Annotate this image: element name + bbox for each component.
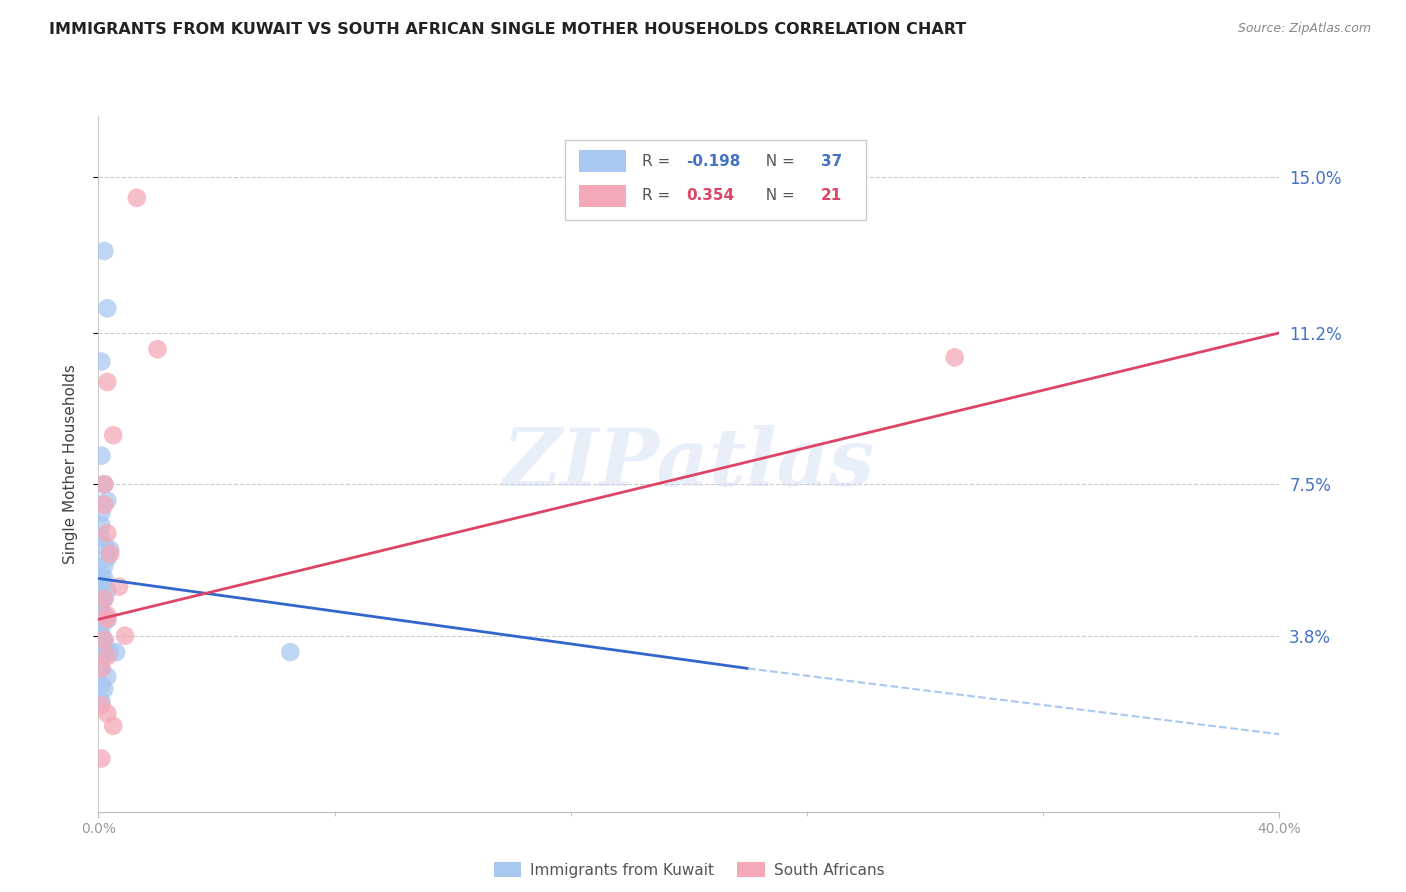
Point [98,542,121,557]
Point [93,632,115,647]
Point [90,567,112,582]
Point [93,591,115,606]
Point [90,661,112,675]
Point [93,539,115,553]
Text: Source: ZipAtlas.com: Source: ZipAtlas.com [1237,22,1371,36]
Point [96,670,118,684]
Point [90,751,112,765]
Point [103,428,125,442]
Point [96,612,118,626]
Point [943,351,966,365]
Point [103,719,125,733]
Text: ZIPatlas: ZIPatlas [503,425,875,502]
Point [93,559,115,574]
Point [93,640,115,655]
Point [90,580,112,594]
Legend: Immigrants from Kuwait, South Africans: Immigrants from Kuwait, South Africans [488,856,890,884]
FancyBboxPatch shape [579,185,626,207]
Point [93,681,115,696]
Point [90,616,112,631]
Point [90,661,112,675]
Text: 21: 21 [821,188,842,203]
Point [96,526,118,541]
Point [90,698,112,713]
Point [93,632,115,647]
Point [278,645,302,659]
Text: 37: 37 [821,153,842,169]
Point [96,649,118,664]
Point [93,608,115,623]
Point [96,706,118,721]
Point [96,608,118,623]
Point [90,354,112,368]
Point [114,629,136,643]
Point [93,571,115,585]
Point [98,645,121,659]
Point [96,301,118,316]
Point [93,244,115,258]
Point [105,645,128,659]
Point [90,694,112,708]
Point [93,637,115,651]
Text: -0.198: -0.198 [686,153,741,169]
Point [90,506,112,520]
Text: 0.354: 0.354 [686,188,735,203]
Point [125,191,148,205]
Text: IMMIGRANTS FROM KUWAIT VS SOUTH AFRICAN SINGLE MOTHER HOUSEHOLDS CORRELATION CHA: IMMIGRANTS FROM KUWAIT VS SOUTH AFRICAN … [49,22,966,37]
Point [96,375,118,389]
Text: R =: R = [641,153,675,169]
Point [90,596,112,610]
FancyBboxPatch shape [565,140,866,220]
FancyBboxPatch shape [579,150,626,172]
Point [90,621,112,635]
Point [98,547,121,561]
Point [96,612,118,626]
Y-axis label: Single Mother Households: Single Mother Households [63,364,77,564]
Text: N =: N = [756,153,800,169]
Point [90,629,112,643]
Point [96,583,118,598]
Point [93,498,115,512]
Point [108,580,131,594]
Point [93,477,115,491]
Point [93,591,115,606]
Point [90,678,112,692]
Point [90,531,112,545]
Point [96,551,118,566]
Text: R =: R = [641,188,675,203]
Point [146,343,169,357]
Point [96,493,118,508]
Point [90,518,112,533]
Point [90,449,112,463]
Point [90,604,112,618]
Point [93,477,115,491]
Text: N =: N = [756,188,800,203]
Point [93,649,115,664]
